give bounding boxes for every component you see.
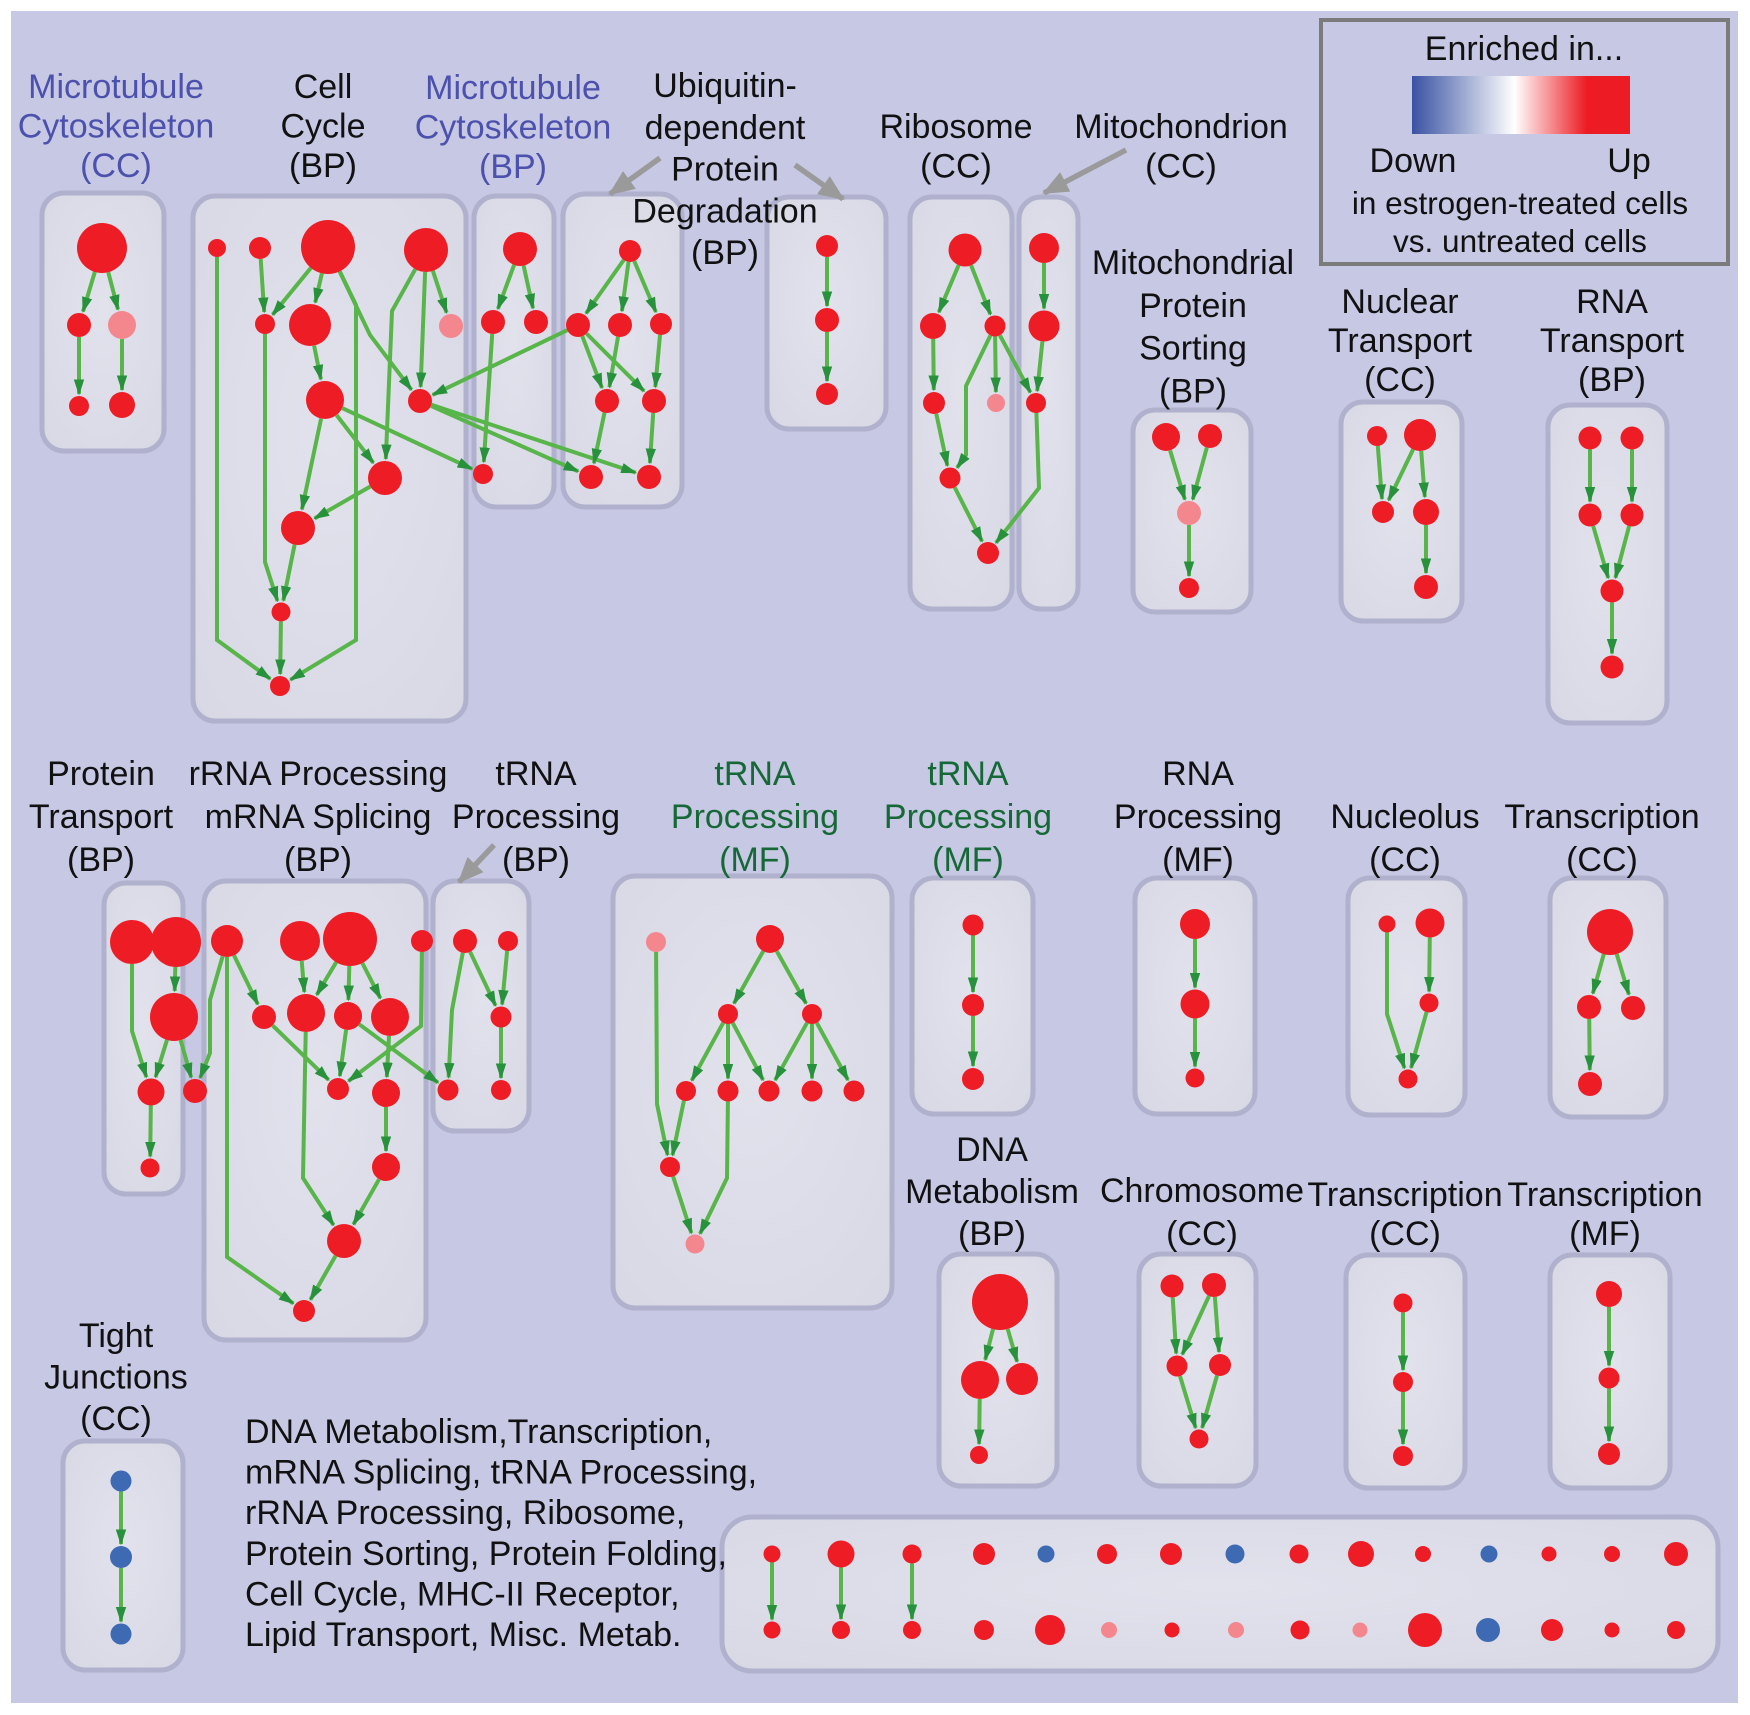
svg-text:Cytoskeleton: Cytoskeleton <box>415 109 612 147</box>
svg-text:mRNA Splicing: mRNA Splicing <box>205 798 432 836</box>
svg-text:vs. untreated cells: vs. untreated cells <box>1393 223 1647 259</box>
svg-text:dependent: dependent <box>645 109 806 147</box>
svg-text:Processing: Processing <box>671 798 839 836</box>
svg-text:(BP): (BP) <box>1159 372 1227 410</box>
svg-text:Transport: Transport <box>29 798 174 836</box>
svg-text:Junctions: Junctions <box>44 1359 188 1397</box>
svg-text:(BP): (BP) <box>958 1215 1026 1253</box>
svg-text:in estrogen-treated cells: in estrogen-treated cells <box>1352 185 1688 221</box>
svg-text:Mitochondrion: Mitochondrion <box>1074 108 1288 146</box>
svg-text:rRNA Processing, Ribosome,: rRNA Processing, Ribosome, <box>245 1494 685 1532</box>
svg-text:Degradation: Degradation <box>632 192 817 230</box>
svg-text:tRNA: tRNA <box>714 755 796 793</box>
svg-text:(BP): (BP) <box>67 841 135 879</box>
svg-text:Processing: Processing <box>452 798 620 836</box>
svg-text:Ubiquitin-: Ubiquitin- <box>653 67 797 105</box>
svg-text:Transcription: Transcription <box>1307 1176 1502 1214</box>
svg-text:Ribosome: Ribosome <box>879 108 1032 146</box>
svg-text:tRNA: tRNA <box>495 755 577 793</box>
svg-text:Transcription: Transcription <box>1504 798 1699 836</box>
svg-text:Protein: Protein <box>1139 287 1247 325</box>
svg-text:Protein: Protein <box>47 755 155 793</box>
svg-text:Microtubule: Microtubule <box>28 68 204 106</box>
svg-text:(CC): (CC) <box>1369 841 1441 879</box>
svg-text:Chromosome: Chromosome <box>1100 1172 1304 1210</box>
svg-text:(BP): (BP) <box>284 841 352 879</box>
svg-text:Tight: Tight <box>79 1317 154 1355</box>
svg-text:(MF): (MF) <box>1162 841 1234 879</box>
svg-text:Enriched in...: Enriched in... <box>1425 30 1623 68</box>
svg-text:(CC): (CC) <box>80 147 152 185</box>
svg-text:Processing: Processing <box>1114 798 1282 836</box>
svg-text:Metabolism: Metabolism <box>905 1173 1079 1211</box>
svg-text:Processing: Processing <box>884 798 1052 836</box>
svg-text:(CC): (CC) <box>1369 1215 1441 1253</box>
svg-text:(CC): (CC) <box>920 148 992 186</box>
svg-text:Transcription: Transcription <box>1507 1176 1702 1214</box>
svg-text:Protein: Protein <box>671 151 779 189</box>
svg-text:RNA: RNA <box>1576 283 1648 321</box>
svg-text:(BP): (BP) <box>502 841 570 879</box>
svg-text:(CC): (CC) <box>1566 841 1638 879</box>
svg-text:Transport: Transport <box>1328 322 1473 360</box>
svg-text:Microtubule: Microtubule <box>425 69 601 107</box>
svg-text:Cell Cycle, MHC-II Receptor,: Cell Cycle, MHC-II Receptor, <box>245 1575 680 1613</box>
svg-text:(MF): (MF) <box>719 841 791 879</box>
svg-text:Cell: Cell <box>294 68 353 106</box>
svg-text:(BP): (BP) <box>1578 361 1646 399</box>
svg-text:(BP): (BP) <box>479 148 547 186</box>
svg-text:Cytoskeleton: Cytoskeleton <box>18 108 215 146</box>
svg-text:RNA: RNA <box>1162 755 1234 793</box>
svg-text:Transport: Transport <box>1540 322 1685 360</box>
svg-text:(CC): (CC) <box>80 1400 152 1438</box>
svg-text:rRNA Processing: rRNA Processing <box>189 755 448 793</box>
svg-text:(CC): (CC) <box>1364 361 1436 399</box>
svg-text:(CC): (CC) <box>1166 1215 1238 1253</box>
svg-text:Nucleolus: Nucleolus <box>1330 798 1479 836</box>
svg-text:Nuclear: Nuclear <box>1341 283 1458 321</box>
svg-text:(BP): (BP) <box>289 147 357 185</box>
svg-text:Lipid Transport, Misc. Metab.: Lipid Transport, Misc. Metab. <box>245 1616 682 1654</box>
svg-text:Mitochondrial: Mitochondrial <box>1092 244 1294 282</box>
svg-text:DNA Metabolism,Transcription,: DNA Metabolism,Transcription, <box>245 1413 712 1451</box>
svg-text:Up: Up <box>1607 142 1650 180</box>
svg-text:Down: Down <box>1370 142 1457 180</box>
svg-text:(CC): (CC) <box>1145 148 1217 186</box>
svg-text:Protein Sorting, Protein Foldi: Protein Sorting, Protein Folding, <box>245 1535 727 1573</box>
svg-text:(MF): (MF) <box>932 841 1004 879</box>
svg-text:mRNA Splicing, tRNA Processing: mRNA Splicing, tRNA Processing, <box>245 1454 757 1492</box>
svg-text:Cycle: Cycle <box>280 108 365 146</box>
svg-text:Sorting: Sorting <box>1139 330 1247 368</box>
svg-text:DNA: DNA <box>956 1131 1028 1169</box>
svg-text:(BP): (BP) <box>691 234 759 272</box>
svg-text:(MF): (MF) <box>1569 1215 1641 1253</box>
svg-text:tRNA: tRNA <box>927 755 1009 793</box>
